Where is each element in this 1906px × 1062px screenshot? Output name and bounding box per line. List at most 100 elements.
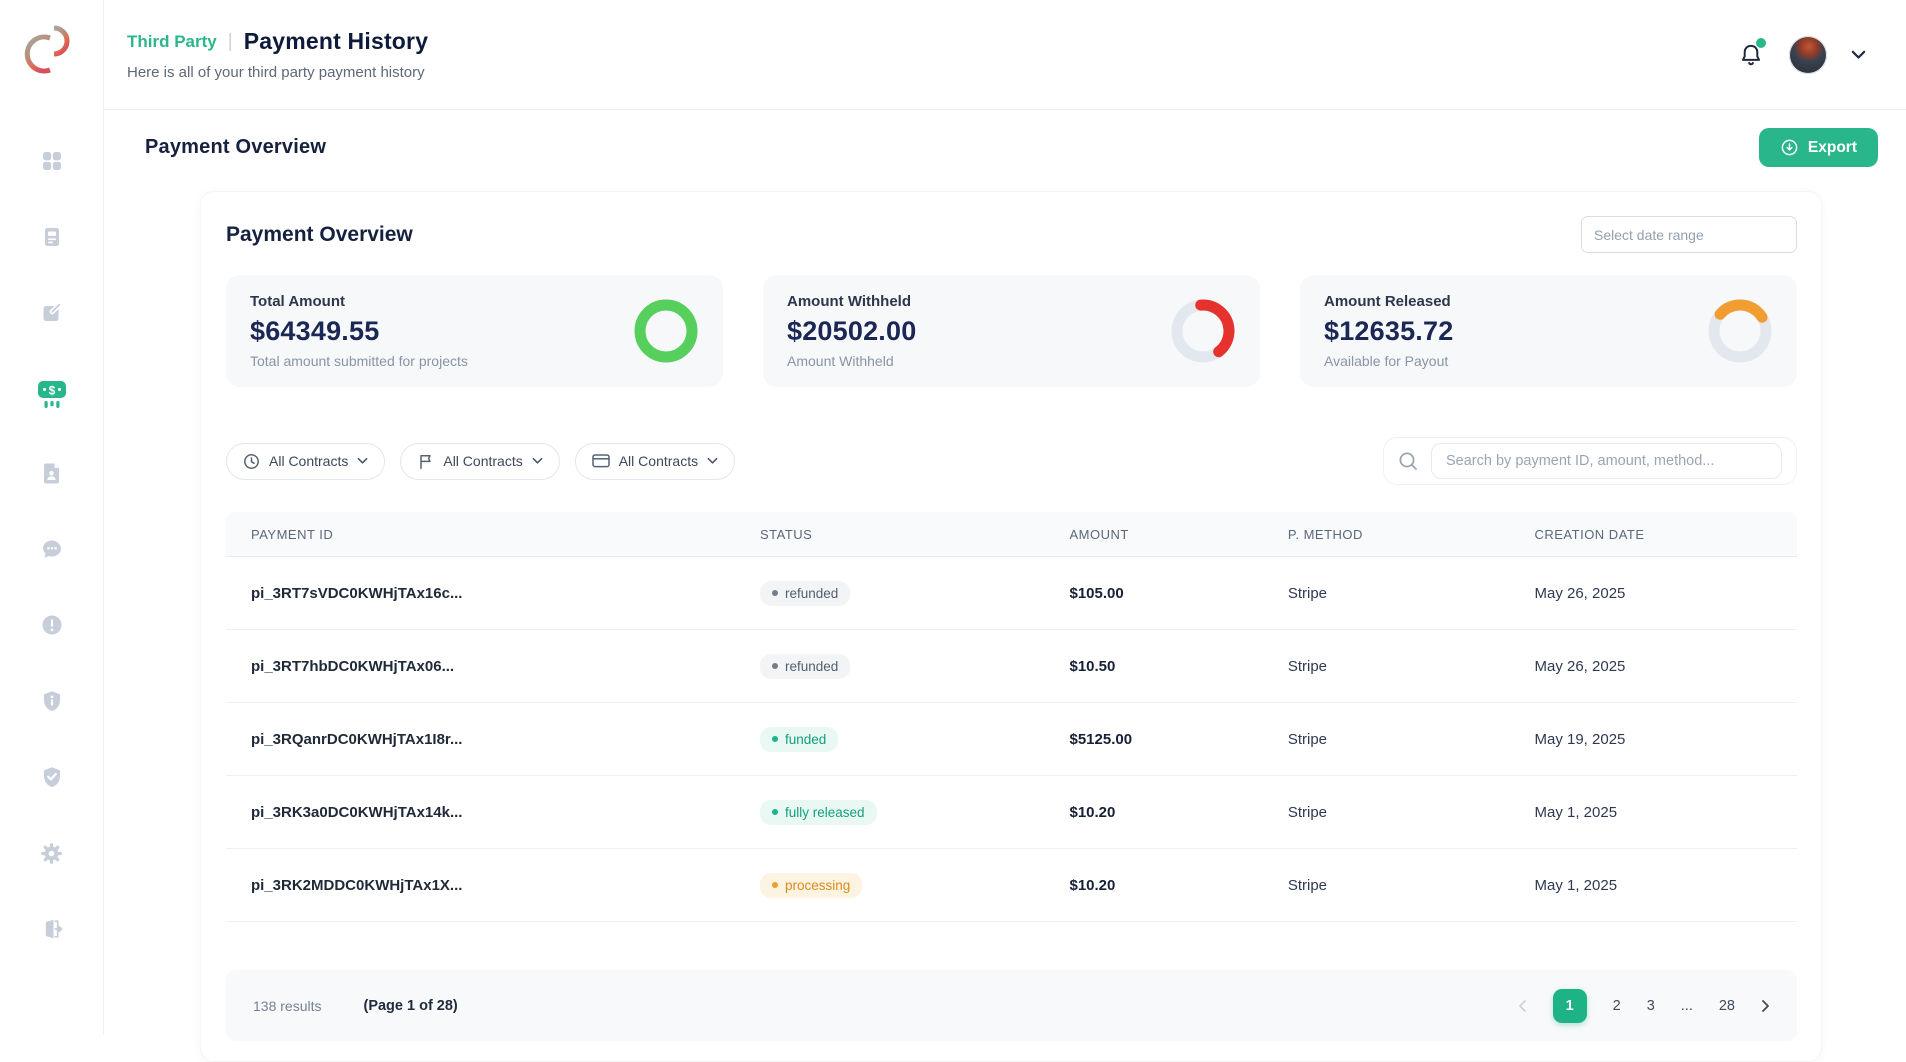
notifications-button[interactable]	[1737, 37, 1766, 69]
status-badge: refunded	[760, 653, 851, 679]
date-range-input[interactable]	[1581, 216, 1797, 253]
payment-method: Stripe	[1287, 584, 1328, 602]
dashboard-grid-icon	[40, 149, 64, 173]
status-dot	[772, 809, 778, 815]
chevron-down-icon	[707, 457, 718, 465]
creation-date: May 26, 2025	[1534, 584, 1626, 602]
filter-contracts-method[interactable]: All Contracts	[574, 442, 736, 480]
column-header-date: CREATION DATE	[1534, 526, 1645, 542]
page-button-28[interactable]: 28	[1718, 997, 1735, 1014]
table-row[interactable]: pi_3RK3a0DC0KWHjTAx14k... fully released…	[226, 776, 1797, 849]
sidebar-item-dashboard[interactable]	[39, 148, 65, 174]
results-count: 138 results	[253, 997, 322, 1014]
table-row[interactable]: pi_3RT7hbDC0KWHjTAx06... refunded $10.50…	[226, 630, 1797, 703]
filter-label: All Contracts	[618, 453, 699, 469]
document-icon	[40, 225, 64, 249]
sidebar-item-contracts[interactable]	[39, 460, 65, 486]
sidebar-item-shield-check[interactable]	[39, 764, 65, 790]
table-row[interactable]: pi_3RQanrDC0KWHjTAx1I8r... funded $5125.…	[226, 703, 1797, 776]
sidebar-item-documents[interactable]	[39, 224, 65, 250]
page-button-3[interactable]: 3	[1646, 997, 1655, 1014]
panel-title: Payment Overview	[226, 222, 413, 246]
filter-contracts-time[interactable]: All Contracts	[226, 442, 386, 480]
user-menu-button[interactable]	[1851, 50, 1866, 60]
alert-circle-icon	[40, 613, 64, 637]
payment-method: Stripe	[1287, 730, 1328, 748]
filter-contracts-flag[interactable]: All Contracts	[400, 442, 560, 480]
next-page-button[interactable]	[1761, 999, 1770, 1013]
card-label: Amount Released	[1324, 293, 1451, 310]
shield-check-icon	[40, 765, 64, 789]
table-header: PAYMENT ID STATUS AMOUNT P. METHOD CREAT…	[226, 512, 1797, 557]
sidebar-item-payments-active[interactable]: $	[35, 376, 69, 410]
status-dot	[772, 590, 778, 596]
logout-icon	[40, 917, 64, 941]
page-button-2[interactable]: 2	[1612, 997, 1621, 1014]
page-subtitle: Here is all of your third party payment …	[127, 64, 425, 81]
payment-method: Stripe	[1287, 876, 1328, 894]
creation-date: May 1, 2025	[1534, 803, 1618, 821]
search-input[interactable]	[1431, 443, 1782, 479]
export-button[interactable]: Export	[1758, 128, 1878, 167]
page-ellipsis: ...	[1680, 997, 1693, 1014]
download-circle-icon	[1781, 139, 1798, 156]
sidebar-item-logout[interactable]	[39, 916, 65, 942]
payment-id: pi_3RQanrDC0KWHjTAx1I8r...	[251, 730, 463, 748]
payment-amount: $5125.00	[1069, 730, 1133, 748]
messages-icon	[40, 537, 64, 561]
topbar: Third Party | Payment History Here is al…	[104, 0, 1906, 110]
filter-label: All Contracts	[443, 453, 523, 469]
creation-date: May 19, 2025	[1534, 730, 1626, 748]
status-dot	[772, 736, 778, 742]
table-row[interactable]: pi_3RK2MDDC0KWHjTAx1X... processing $10.…	[226, 849, 1797, 922]
amount-withheld-donut	[1171, 299, 1235, 363]
payment-overview-panel: Payment Overview Total Amount $64349.55 …	[200, 191, 1822, 1062]
pagination: 1 2 3 ... 28	[1518, 988, 1770, 1023]
status-dot	[772, 663, 778, 669]
column-header-status: STATUS	[760, 526, 813, 542]
status-badge: fully released	[760, 799, 877, 825]
card-value: $20502.00	[787, 316, 917, 346]
section-header: Payment Overview Export	[104, 110, 1906, 177]
column-header-payment-id: PAYMENT ID	[251, 526, 334, 542]
card-label: Total Amount	[250, 293, 345, 310]
sidebar-item-settings[interactable]	[39, 840, 65, 866]
sidebar-item-shield-info[interactable]	[39, 688, 65, 714]
chevron-down-icon	[357, 457, 368, 465]
card-subtext: Total amount submitted for projects	[250, 353, 468, 369]
card-subtext: Available for Payout	[1324, 353, 1449, 369]
page-button-1[interactable]: 1	[1552, 988, 1587, 1023]
chevron-down-icon	[1851, 50, 1866, 59]
stat-card-total-amount: Total Amount $64349.55 Total amount subm…	[226, 275, 723, 387]
payment-method: Stripe	[1287, 657, 1328, 675]
sidebar-item-edit[interactable]	[39, 300, 65, 326]
search-icon	[1398, 451, 1419, 472]
section-title: Payment Overview	[145, 136, 327, 158]
breadcrumb-separator: |	[227, 30, 233, 52]
total-amount-donut	[634, 299, 698, 363]
sidebar-item-alerts[interactable]	[39, 612, 65, 638]
payments-table: PAYMENT ID STATUS AMOUNT P. METHOD CREAT…	[226, 512, 1797, 922]
card-label: Amount Withheld	[787, 293, 912, 310]
previous-page-button[interactable]	[1518, 999, 1527, 1013]
filter-toolbar: All Contracts All Contracts	[226, 437, 1797, 485]
notification-dot	[1756, 37, 1766, 48]
breadcrumb[interactable]: Third Party	[127, 31, 217, 51]
table-row[interactable]: pi_3RT7sVDC0KWHjTAx16c... refunded $105.…	[226, 557, 1797, 630]
payment-amount: $10.50	[1069, 657, 1116, 675]
sidebar-nav: $	[35, 148, 69, 942]
company-logo	[20, 14, 84, 92]
payment-id: pi_3RT7sVDC0KWHjTAx16c...	[251, 584, 463, 602]
card-value: $64349.55	[250, 316, 380, 346]
main-content: Third Party | Payment History Here is al…	[104, 0, 1906, 1062]
stat-cards: Total Amount $64349.55 Total amount subm…	[226, 275, 1797, 387]
amount-released-donut	[1708, 299, 1772, 363]
clock-icon	[243, 453, 260, 470]
sidebar: $	[0, 0, 104, 1035]
status-badge: funded	[760, 726, 839, 752]
column-header-amount: AMOUNT	[1069, 526, 1129, 542]
sidebar-item-messages[interactable]	[39, 536, 65, 562]
status-dot	[772, 882, 778, 888]
payment-method: Stripe	[1287, 803, 1328, 821]
user-avatar[interactable]	[1789, 35, 1827, 74]
